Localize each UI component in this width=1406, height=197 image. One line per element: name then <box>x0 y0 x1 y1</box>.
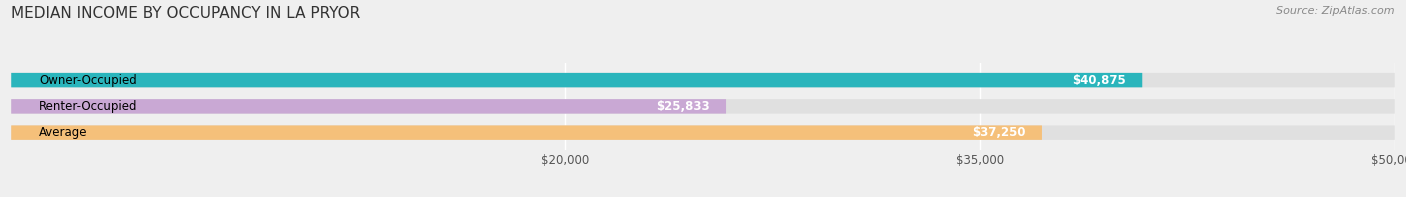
Text: $37,250: $37,250 <box>972 126 1025 139</box>
FancyBboxPatch shape <box>11 125 1395 140</box>
Text: MEDIAN INCOME BY OCCUPANCY IN LA PRYOR: MEDIAN INCOME BY OCCUPANCY IN LA PRYOR <box>11 6 360 21</box>
FancyBboxPatch shape <box>11 125 1042 140</box>
FancyBboxPatch shape <box>11 73 1142 87</box>
FancyBboxPatch shape <box>11 99 725 114</box>
Text: Renter-Occupied: Renter-Occupied <box>39 100 138 113</box>
Text: Average: Average <box>39 126 87 139</box>
FancyBboxPatch shape <box>11 73 1395 87</box>
Text: Owner-Occupied: Owner-Occupied <box>39 74 136 87</box>
Text: $25,833: $25,833 <box>655 100 710 113</box>
FancyBboxPatch shape <box>11 99 1395 114</box>
Text: Source: ZipAtlas.com: Source: ZipAtlas.com <box>1277 6 1395 16</box>
Text: $40,875: $40,875 <box>1071 74 1126 87</box>
